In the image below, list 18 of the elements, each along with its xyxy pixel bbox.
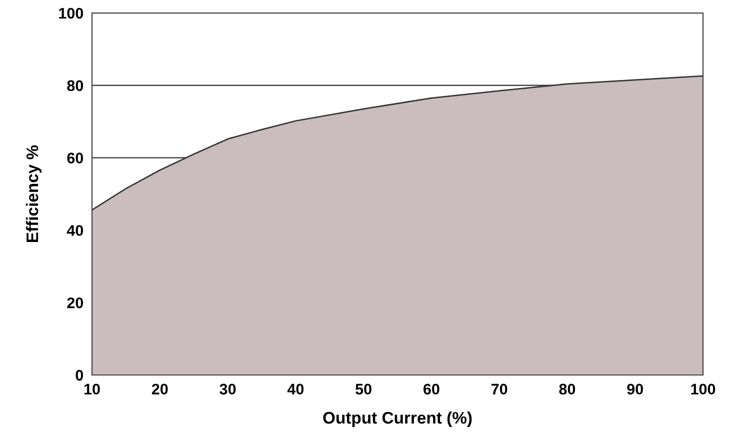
y-tick-label: 20 (67, 297, 84, 308)
x-axis-title: Output Current (%) (323, 411, 472, 427)
x-tick-label: 40 (287, 384, 304, 395)
y-tick-label: 80 (67, 80, 84, 92)
x-tick-label: 100 (691, 384, 716, 395)
x-tick-label: 70 (491, 384, 508, 395)
y-tick-label: 60 (67, 152, 84, 164)
x-tick-label: 80 (559, 384, 576, 395)
x-tick-label: 30 (220, 384, 236, 395)
x-tick-label: 50 (356, 384, 372, 395)
x-tick-label: 20 (152, 384, 168, 395)
y-axis-title: Efficiency % (26, 145, 42, 242)
y-tick-label: 100 (59, 8, 84, 19)
y-tick-label: 0 (76, 370, 84, 381)
y-tick-label: 40 (66, 225, 84, 236)
x-tick-label: 10 (84, 384, 100, 395)
x-tick-label: 90 (627, 384, 643, 395)
x-tick-label: 60 (424, 384, 440, 395)
